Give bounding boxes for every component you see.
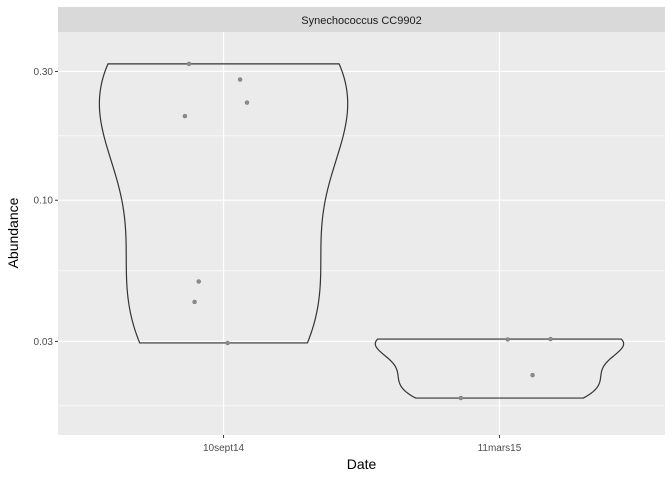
data-point — [225, 340, 230, 346]
violin-10sept14 — [98, 63, 349, 344]
y-axis-title: Abundance — [5, 197, 21, 268]
y-tick-label: 0.03 — [34, 337, 54, 348]
y-tick-label: 0.10 — [34, 196, 54, 207]
x-axis: 10sept14 11mars15 — [203, 435, 522, 454]
violins — [98, 63, 625, 399]
facet-strip — [58, 7, 665, 32]
data-point — [237, 77, 243, 82]
data-point — [548, 336, 553, 342]
plot-panel — [58, 32, 665, 435]
x-axis-title: Date — [347, 456, 377, 472]
data-point — [186, 61, 192, 67]
x-tick-label: 11mars15 — [478, 443, 522, 454]
data-point — [182, 113, 188, 119]
data-point — [458, 395, 464, 401]
data-point — [192, 299, 197, 305]
grid — [58, 32, 665, 435]
facet-strip-label: Synechococcus CC9902 — [301, 15, 421, 27]
x-tick-label: 10sept14 — [203, 443, 245, 454]
data-point — [530, 372, 535, 378]
violin-11mars15 — [374, 338, 625, 399]
y-axis: 0.03 0.10 0.30 — [34, 67, 58, 348]
data-point — [244, 100, 250, 105]
data-point — [196, 279, 201, 284]
y-tick-label: 0.30 — [34, 67, 54, 78]
data-points — [182, 61, 553, 401]
data-point — [505, 337, 510, 342]
